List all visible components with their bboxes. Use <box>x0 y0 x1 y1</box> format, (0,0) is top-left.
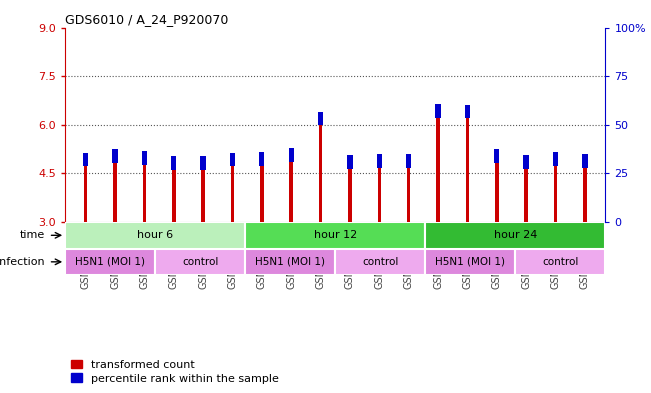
Text: hour 24: hour 24 <box>493 230 537 240</box>
Bar <box>465 118 469 222</box>
Bar <box>172 169 176 222</box>
Bar <box>583 167 587 222</box>
Bar <box>407 168 410 222</box>
Text: infection: infection <box>0 257 45 267</box>
Bar <box>436 104 441 118</box>
Bar <box>318 112 324 125</box>
Text: H5N1 (MOI 1): H5N1 (MOI 1) <box>436 257 505 267</box>
Bar <box>201 169 205 222</box>
Bar <box>143 165 146 222</box>
Bar <box>554 165 557 222</box>
Bar <box>245 248 335 275</box>
Text: hour 12: hour 12 <box>314 230 357 240</box>
Bar <box>201 156 206 169</box>
Text: GDS6010 / A_24_P920070: GDS6010 / A_24_P920070 <box>65 13 229 26</box>
Text: control: control <box>362 257 398 267</box>
Bar <box>65 248 155 275</box>
Bar <box>348 169 352 222</box>
Bar <box>465 105 470 118</box>
Legend: transformed count, percentile rank within the sample: transformed count, percentile rank withi… <box>71 360 279 384</box>
Bar <box>84 166 87 222</box>
Bar <box>113 163 117 222</box>
Bar <box>377 154 382 167</box>
Bar <box>347 155 353 169</box>
Bar <box>230 166 234 222</box>
Bar <box>516 248 605 275</box>
Bar <box>260 165 264 222</box>
Bar <box>230 152 235 166</box>
Bar <box>155 248 245 275</box>
Bar <box>378 167 381 222</box>
Bar <box>319 125 322 222</box>
Text: H5N1 (MOI 1): H5N1 (MOI 1) <box>75 257 145 267</box>
Bar <box>523 155 529 169</box>
Bar <box>582 154 587 167</box>
Bar <box>406 154 411 168</box>
Bar <box>259 152 264 165</box>
Bar <box>113 149 118 163</box>
Bar <box>436 118 440 222</box>
Bar <box>494 149 499 163</box>
Text: hour 6: hour 6 <box>137 230 173 240</box>
Bar <box>425 248 516 275</box>
Bar <box>288 148 294 162</box>
Bar <box>290 162 293 222</box>
Bar <box>171 156 176 169</box>
Text: time: time <box>20 230 45 240</box>
Bar <box>245 222 425 248</box>
Bar <box>83 152 89 166</box>
Text: H5N1 (MOI 1): H5N1 (MOI 1) <box>255 257 326 267</box>
Bar <box>495 163 499 222</box>
Text: control: control <box>542 257 579 267</box>
Bar <box>335 248 425 275</box>
Bar <box>142 151 147 165</box>
Bar <box>525 169 528 222</box>
Bar <box>553 152 558 165</box>
Text: control: control <box>182 257 218 267</box>
Bar <box>65 222 245 248</box>
Bar <box>425 222 605 248</box>
